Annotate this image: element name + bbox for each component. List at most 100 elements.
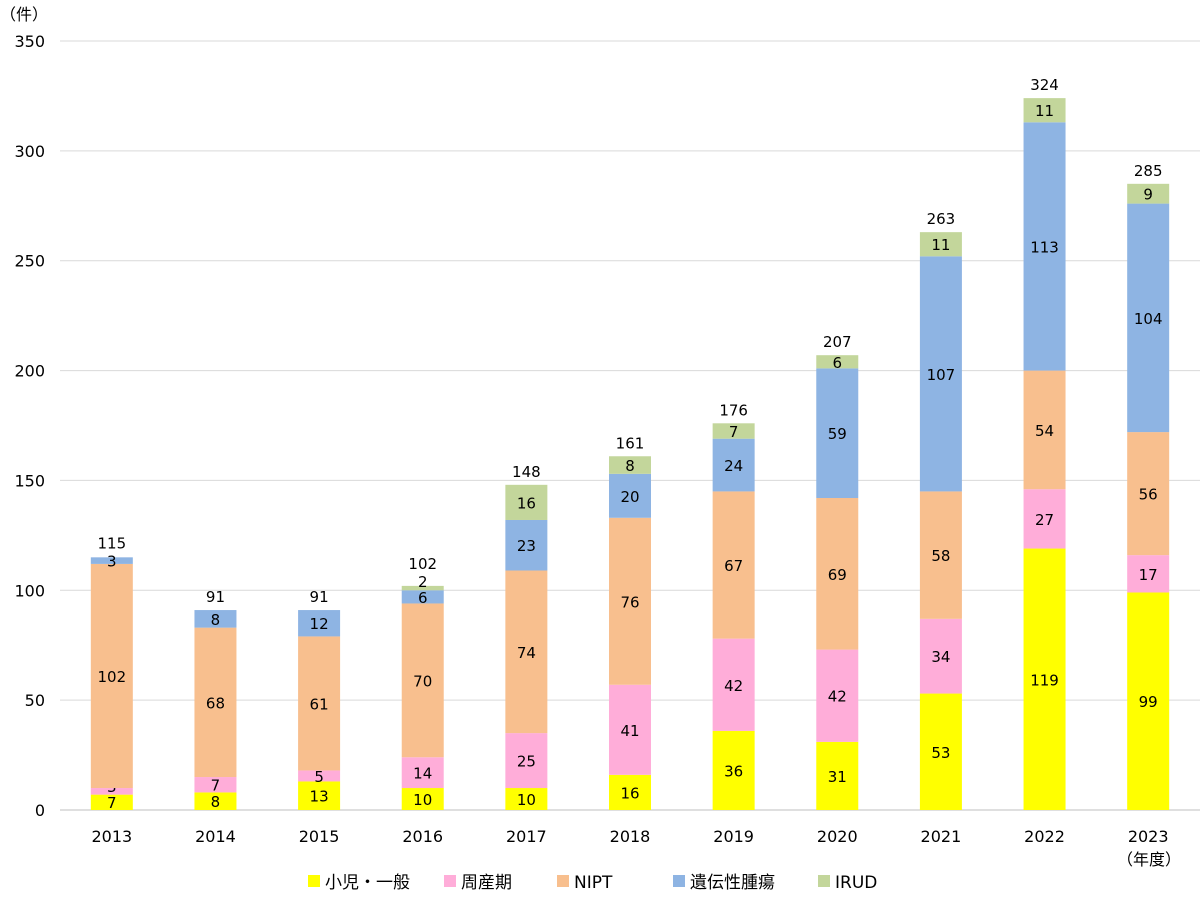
bar-segment (1023, 489, 1066, 549)
bar-segment (1023, 122, 1066, 371)
legend-label: 周産期 (461, 873, 512, 893)
y-tick-label: 150 (14, 471, 45, 490)
data-label: 42 (724, 677, 743, 695)
bar-segment (1023, 548, 1066, 810)
data-label: 53 (931, 744, 950, 762)
bar-segment (816, 649, 859, 742)
data-label: 5 (314, 768, 324, 786)
data-label: 68 (206, 694, 225, 712)
bar-segment (816, 741, 859, 810)
bar-segment (816, 498, 859, 650)
data-label: 23 (517, 537, 536, 555)
bar-segment (712, 423, 755, 439)
data-label: 67 (724, 557, 743, 575)
data-label: 20 (620, 488, 639, 506)
total-label: 176 (719, 401, 748, 419)
legend-item: IRUD (818, 873, 877, 893)
data-label: 24 (724, 457, 743, 475)
y-tick-label: 200 (14, 362, 45, 381)
bar-segment (816, 355, 859, 369)
data-label: 12 (310, 615, 329, 633)
data-label: 41 (620, 722, 639, 740)
legend: 小児・一般 周産期 NIPT 遺伝性腫瘍 IRUD (308, 873, 877, 893)
total-label: 148 (512, 463, 541, 481)
data-label: 7 (729, 423, 739, 441)
y-unit-label: （件） (0, 5, 48, 24)
data-label: 8 (625, 457, 635, 475)
data-label: 34 (931, 648, 950, 666)
x-tick-label: 2014 (195, 827, 236, 846)
data-label: 16 (620, 784, 639, 802)
legend-item: 小児・一般 (308, 873, 410, 893)
data-label: 69 (828, 566, 847, 584)
data-label: 8 (211, 611, 221, 629)
bar-segment (298, 781, 341, 810)
bar-segment (90, 794, 133, 810)
bar-segment (1127, 432, 1170, 556)
data-label: 13 (310, 788, 329, 806)
bar-segment (712, 730, 755, 810)
data-label: 25 (517, 753, 536, 771)
x-tick-label: 2022 (1024, 827, 1065, 846)
y-axis-ticks: 0 50 100 150 200 250 300 350 (14, 32, 45, 820)
data-label: 104 (1134, 310, 1163, 328)
data-label: 16 (517, 494, 536, 512)
bar-segment (194, 627, 237, 778)
total-label: 91 (206, 588, 225, 606)
x-tick-label: 2017 (506, 827, 547, 846)
legend-label: 遺伝性腫瘍 (690, 873, 775, 893)
bar-segment (1127, 203, 1170, 433)
data-label: 10 (413, 791, 432, 809)
bar-segment (712, 638, 755, 731)
bar-segment (919, 491, 962, 619)
data-label: 76 (620, 593, 639, 611)
data-label: 17 (1139, 566, 1158, 584)
x-tick-label: 2013 (91, 827, 132, 846)
legend-swatch (818, 875, 830, 887)
bar-segment (90, 563, 133, 789)
bar-segment (609, 684, 651, 775)
legend-item: NIPT (557, 873, 613, 893)
bar-segment (505, 733, 548, 789)
bar-segment (90, 557, 133, 564)
data-label: 27 (1035, 511, 1054, 529)
total-label: 91 (310, 588, 329, 606)
legend-label: NIPT (574, 873, 613, 893)
bar-segment (401, 757, 444, 789)
bar-segment (401, 788, 444, 810)
legend-swatch (308, 875, 320, 887)
bar-segment (505, 570, 548, 734)
total-label: 207 (823, 333, 852, 351)
bar-segment (712, 491, 755, 639)
y-tick-label: 50 (25, 691, 45, 710)
data-label: 99 (1139, 693, 1158, 711)
data-label: 10 (517, 791, 536, 809)
legend-item: 周産期 (444, 873, 512, 893)
data-label: 42 (828, 688, 847, 706)
data-label: 6 (832, 354, 842, 372)
data-label: 59 (828, 425, 847, 443)
bar-segment (298, 610, 341, 637)
x-unit-label: （年度） (1117, 850, 1181, 869)
data-label: 14 (413, 765, 432, 783)
bar-segment (609, 517, 651, 685)
y-tick-label: 300 (14, 142, 45, 161)
x-axis-ticks: 2013 2014 2015 2016 2017 2018 2019 2020 2021 2022… (91, 827, 1168, 846)
bar-segment (919, 618, 962, 694)
bar-segment (919, 256, 962, 492)
y-tick-label: 0 (35, 801, 45, 820)
x-tick-label: 2023 (1128, 827, 1169, 846)
legend-swatch (444, 875, 456, 887)
bar-segment (712, 438, 755, 492)
bar-segment (401, 590, 444, 604)
x-tick-label: 2020 (817, 827, 858, 846)
bar-segment (194, 610, 237, 628)
data-label: 11 (931, 236, 950, 254)
legend-swatch (673, 875, 685, 887)
legend-swatch (557, 875, 569, 887)
bar-segment (816, 368, 859, 499)
bar-segment (609, 774, 651, 810)
data-label: 3 (107, 553, 117, 571)
x-tick-label: 2021 (921, 827, 962, 846)
bar-segment (298, 770, 341, 782)
